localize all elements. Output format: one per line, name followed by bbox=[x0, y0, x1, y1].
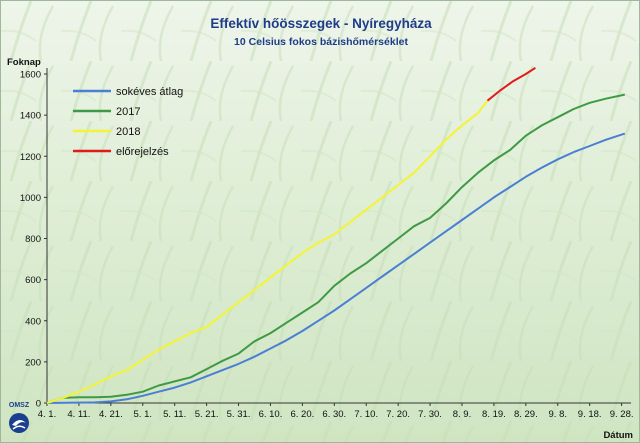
x-tick-label: 4. 1. bbox=[38, 409, 57, 420]
y-tick-label: 1200 bbox=[20, 152, 41, 163]
y-tick-label: 1000 bbox=[20, 193, 41, 204]
logo-text: OMSZ bbox=[8, 402, 30, 409]
y-tick-label: 1400 bbox=[20, 111, 41, 122]
x-tick-label: 7. 10. bbox=[354, 409, 378, 420]
legend: sokéves átlag 2017 2018 előrejelzés bbox=[73, 86, 183, 158]
chart-subtitle: 10 Celsius fokos bázishőmérséklet bbox=[234, 36, 408, 48]
x-tick-label: 7. 30. bbox=[418, 409, 442, 420]
x-tick-label: 5. 21. bbox=[195, 409, 219, 420]
y-tick-label: 600 bbox=[25, 275, 41, 286]
x-tick-label: 4. 11. bbox=[67, 409, 90, 420]
legend-label: előrejelzés bbox=[116, 146, 169, 158]
x-tick-label: 8. 9. bbox=[453, 409, 472, 420]
x-tick-label: 9. 18. bbox=[578, 409, 602, 420]
y-axis-label: Foknap bbox=[7, 57, 41, 68]
logo-emblem-icon bbox=[9, 413, 29, 433]
series-line-3 bbox=[486, 66, 536, 102]
x-tick-label: 6. 10. bbox=[259, 409, 283, 420]
x-tick-label: 8. 19. bbox=[482, 409, 506, 420]
y-tick-label: 1600 bbox=[20, 70, 41, 81]
x-tick-label: 8. 29. bbox=[514, 409, 538, 420]
legend-label: 2018 bbox=[116, 126, 140, 138]
x-tick-label: 6. 30. bbox=[322, 409, 346, 420]
x-tick-label: 5. 1. bbox=[134, 409, 153, 420]
y-tick-label: 200 bbox=[25, 357, 41, 368]
x-tick-label: 9. 28. bbox=[610, 409, 634, 420]
x-tick-label: 7. 20. bbox=[386, 409, 410, 420]
omsz-logo: OMSZ bbox=[4, 402, 34, 440]
series-lines bbox=[46, 66, 626, 404]
y-tick-label: 800 bbox=[25, 234, 41, 245]
series-line-1 bbox=[46, 93, 626, 404]
y-tick-label: 400 bbox=[25, 316, 41, 327]
x-tick-label: 5. 31. bbox=[227, 409, 251, 420]
series-line-0 bbox=[46, 132, 626, 404]
chart-title: Effektív hőösszegek - Nyíregyháza bbox=[210, 16, 432, 31]
y-tick-label: 0 bbox=[36, 399, 41, 410]
axes: 0 200 400 600 800 1000 1200 1400 1600 4. 1. 4. 11.… bbox=[20, 68, 634, 420]
legend-label: sokéves átlag bbox=[116, 86, 183, 98]
x-axis-label: Dátum bbox=[603, 430, 633, 441]
x-tick-label: 4. 21. bbox=[99, 409, 123, 420]
x-tick-label: 9. 8. bbox=[549, 409, 568, 420]
series-line-2 bbox=[46, 100, 489, 404]
x-tick-label: 5. 11. bbox=[163, 409, 186, 420]
x-tick-label: 6. 20. bbox=[290, 409, 314, 420]
legend-label: 2017 bbox=[116, 106, 140, 118]
